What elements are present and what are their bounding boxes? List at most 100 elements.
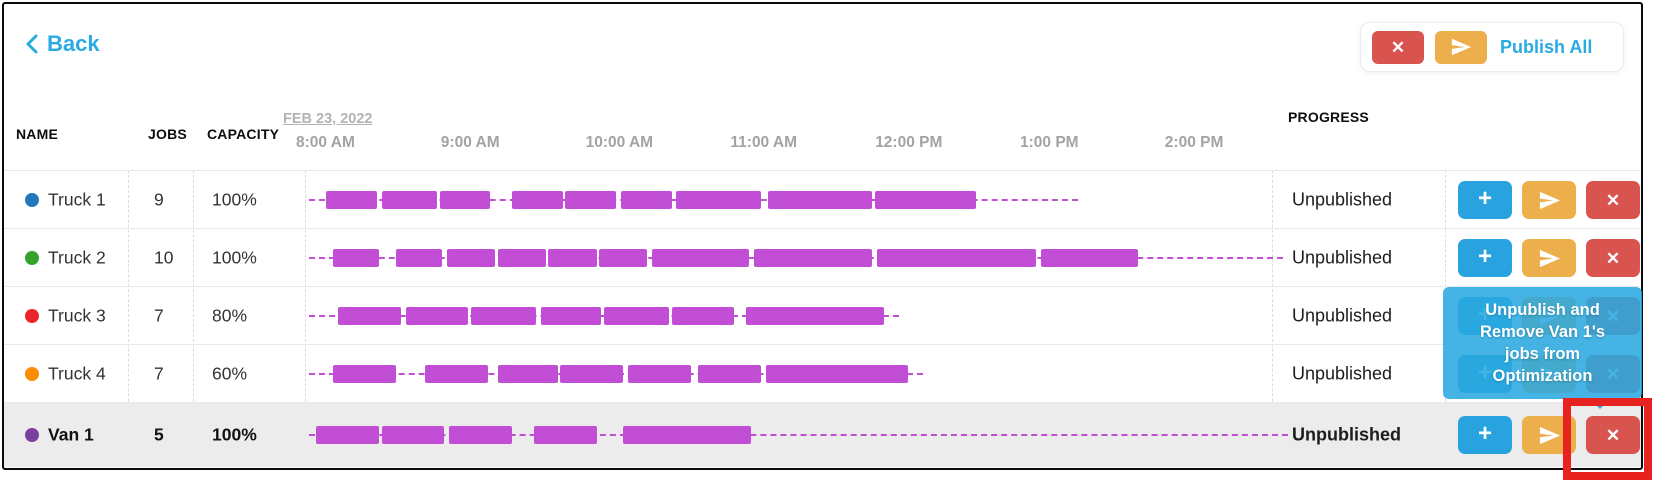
progress-status: Unpublished — [1292, 248, 1392, 269]
job-bar[interactable] — [599, 249, 647, 267]
plus-icon: + — [1478, 303, 1492, 327]
vehicle-name: Truck 2 — [48, 248, 106, 269]
chevron-left-icon — [25, 34, 38, 54]
timeline-tick-label: 8:00 AM — [296, 134, 355, 152]
job-bar[interactable] — [877, 249, 1037, 267]
capacity-value: 80% — [212, 306, 247, 327]
unpublish-all-button[interactable]: ✕ — [1372, 31, 1424, 64]
job-bar[interactable] — [768, 191, 872, 209]
unpublish-row-button[interactable]: ✕ — [1586, 239, 1640, 277]
job-bar[interactable] — [560, 365, 623, 383]
unpublish-row-button[interactable]: ✕ — [1586, 181, 1640, 219]
back-label: Back — [47, 31, 100, 57]
back-button[interactable]: Back — [25, 31, 100, 57]
vehicle-color-dot — [25, 428, 39, 442]
job-bar[interactable] — [498, 249, 546, 267]
job-bar[interactable] — [425, 365, 488, 383]
job-bar[interactable] — [548, 249, 596, 267]
column-header-jobs: JOBS — [148, 126, 187, 142]
jobs-count: 7 — [154, 364, 164, 385]
publish-all-label[interactable]: Publish All — [1500, 37, 1592, 58]
job-bar[interactable] — [604, 307, 669, 325]
paper-plane-icon — [1536, 305, 1563, 328]
job-bar[interactable] — [766, 365, 909, 383]
paper-plane-icon — [1536, 247, 1563, 270]
capacity-value: 100% — [212, 248, 257, 269]
close-icon: ✕ — [1606, 427, 1620, 444]
job-bar[interactable] — [754, 249, 872, 267]
publish-row-button[interactable] — [1522, 416, 1576, 454]
add-job-button[interactable]: + — [1458, 181, 1512, 219]
job-bar[interactable] — [652, 249, 749, 267]
job-bar[interactable] — [406, 307, 469, 325]
job-bar[interactable] — [512, 191, 563, 209]
capacity-value: 60% — [212, 364, 247, 385]
timeline-tick-label: 12:00 PM — [875, 134, 942, 152]
job-bar[interactable] — [676, 191, 761, 209]
job-bar[interactable] — [746, 307, 884, 325]
unpublish-row-button[interactable]: ✕ — [1586, 355, 1640, 393]
vehicle-color-dot — [25, 367, 39, 381]
progress-status: Unpublished — [1292, 364, 1392, 385]
publish-row-button[interactable] — [1522, 297, 1576, 335]
job-bar[interactable] — [621, 191, 672, 209]
job-bar[interactable] — [534, 426, 597, 444]
job-bar[interactable] — [447, 249, 495, 267]
column-header-name: NAME — [16, 126, 58, 142]
unpublish-row-button[interactable]: ✕ — [1586, 297, 1640, 335]
add-job-button[interactable]: + — [1458, 297, 1512, 335]
job-bar[interactable] — [698, 365, 761, 383]
job-bar[interactable] — [498, 365, 558, 383]
table-row-truck-3: Truck 3780%Unpublished+✕ — [4, 286, 1641, 345]
paper-plane-icon — [1536, 189, 1563, 212]
job-bar[interactable] — [326, 191, 377, 209]
job-bar[interactable] — [623, 426, 751, 444]
timeline-tick-label: 10:00 AM — [586, 134, 653, 152]
plus-icon: + — [1478, 361, 1492, 385]
close-icon: ✕ — [1606, 192, 1620, 209]
close-icon: ✕ — [1606, 308, 1620, 325]
vehicle-color-dot — [25, 309, 39, 323]
job-bar[interactable] — [1041, 249, 1138, 267]
publish-row-button[interactable] — [1522, 355, 1576, 393]
job-bar[interactable] — [333, 365, 396, 383]
jobs-count: 9 — [154, 190, 164, 211]
timeline-tick-label: 9:00 AM — [441, 134, 500, 152]
publish-all-toolbar: ✕ Publish All — [1360, 22, 1624, 72]
timeline-tick-label: 2:00 PM — [1165, 134, 1224, 152]
table-row-truck-1: Truck 19100%Unpublished+✕ — [4, 170, 1641, 229]
progress-status: Unpublished — [1292, 306, 1392, 327]
add-job-button[interactable]: + — [1458, 239, 1512, 277]
job-bar[interactable] — [541, 307, 601, 325]
publish-row-button[interactable] — [1522, 239, 1576, 277]
timeline-date-label: FEB 23, 2022 — [283, 111, 372, 127]
job-bar[interactable] — [316, 426, 379, 444]
progress-status: Unpublished — [1292, 190, 1392, 211]
publish-row-button[interactable] — [1522, 181, 1576, 219]
paper-plane-icon — [1536, 363, 1563, 386]
vehicle-name: Truck 3 — [48, 306, 106, 327]
vehicle-name: Van 1 — [48, 425, 94, 446]
job-bar[interactable] — [471, 307, 536, 325]
job-bar[interactable] — [565, 191, 616, 209]
job-bar[interactable] — [628, 365, 691, 383]
jobs-count: 10 — [154, 248, 173, 269]
job-bar[interactable] — [382, 426, 445, 444]
paper-plane-icon — [1536, 424, 1563, 447]
publish-all-send-button[interactable] — [1435, 31, 1487, 64]
timeline-tick-label: 1:00 PM — [1020, 134, 1079, 152]
job-bar[interactable] — [672, 307, 735, 325]
table-row-truck-4: Truck 4760%Unpublished+✕ — [4, 344, 1641, 403]
job-bar[interactable] — [382, 191, 438, 209]
job-bar[interactable] — [875, 191, 977, 209]
vehicle-name: Truck 1 — [48, 190, 106, 211]
job-bar[interactable] — [338, 307, 401, 325]
job-bar[interactable] — [396, 249, 442, 267]
job-bar[interactable] — [440, 191, 491, 209]
job-bar[interactable] — [449, 426, 512, 444]
add-job-button[interactable]: + — [1458, 355, 1512, 393]
unpublish-row-button[interactable]: ✕ — [1586, 416, 1640, 454]
add-job-button[interactable]: + — [1458, 416, 1512, 454]
plus-icon: + — [1478, 422, 1492, 446]
job-bar[interactable] — [333, 249, 379, 267]
